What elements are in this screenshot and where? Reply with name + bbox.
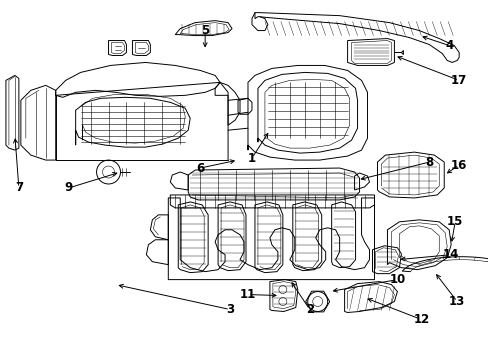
Text: 16: 16 (450, 158, 467, 172)
Text: 12: 12 (412, 313, 428, 326)
Text: 5: 5 (201, 24, 209, 37)
Text: 15: 15 (446, 215, 463, 228)
Text: 7: 7 (15, 181, 23, 194)
Text: 2: 2 (305, 303, 313, 316)
Text: 17: 17 (450, 74, 467, 87)
Text: 6: 6 (196, 162, 204, 175)
Text: 10: 10 (388, 273, 405, 286)
Text: 9: 9 (64, 181, 73, 194)
Text: 8: 8 (424, 156, 432, 168)
Text: 14: 14 (442, 248, 458, 261)
Text: 13: 13 (448, 295, 465, 308)
Text: 4: 4 (444, 39, 452, 52)
Text: 3: 3 (225, 303, 234, 316)
Text: 11: 11 (240, 288, 256, 301)
Text: 1: 1 (247, 152, 256, 165)
